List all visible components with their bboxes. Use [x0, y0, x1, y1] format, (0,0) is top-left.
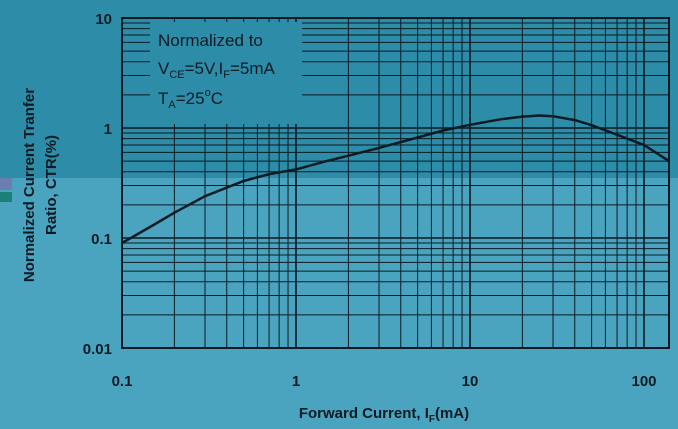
- y-tick-label: 0.01: [83, 341, 112, 358]
- annotation-line2: VCE=5V,IF=5mA: [158, 59, 276, 81]
- top-band: [0, 0, 678, 178]
- annotation-line3: TA=25oC: [158, 87, 223, 111]
- y-axis-title-line2: Ratio, CTR(%): [43, 135, 60, 235]
- y-tick-label: 1: [104, 121, 112, 138]
- x-tick-label: 100: [631, 373, 656, 390]
- y-tick-label: 0.1: [91, 231, 112, 248]
- color-artifact: [0, 192, 12, 202]
- ctr-curve: [121, 114, 670, 245]
- x-tick-label: 10: [462, 373, 479, 390]
- y-tick-label: 10: [95, 11, 112, 28]
- annotation-line1: Normalized to: [158, 31, 263, 50]
- x-axis-title: Forward Current, IF(mA): [299, 405, 469, 425]
- x-tick-label: 0.1: [112, 373, 133, 390]
- color-artifact: [0, 178, 12, 190]
- y-axis-title-line1: Normalized Current Tranfer: [21, 88, 38, 282]
- plot-frame: [121, 17, 670, 349]
- annotation-box: [150, 22, 302, 124]
- x-tick-label: 1: [292, 373, 300, 390]
